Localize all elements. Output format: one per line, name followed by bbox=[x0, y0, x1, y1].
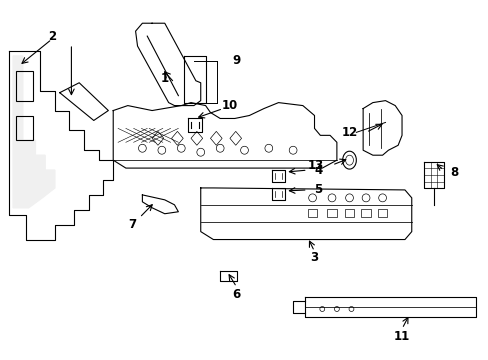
Text: 3: 3 bbox=[310, 251, 318, 264]
Bar bbox=[16, 116, 33, 140]
Text: 13: 13 bbox=[307, 159, 324, 172]
Bar bbox=[326, 209, 336, 217]
Text: 7: 7 bbox=[128, 218, 137, 231]
Text: 2: 2 bbox=[48, 30, 56, 42]
Text: 11: 11 bbox=[393, 330, 409, 343]
Text: 12: 12 bbox=[341, 126, 357, 139]
Text: 6: 6 bbox=[232, 288, 241, 301]
Text: 10: 10 bbox=[222, 99, 238, 112]
Text: 1: 1 bbox=[160, 72, 168, 85]
Bar bbox=[16, 71, 33, 100]
Text: 4: 4 bbox=[314, 163, 322, 176]
Bar bbox=[361, 209, 370, 217]
Text: 5: 5 bbox=[314, 184, 322, 197]
Bar bbox=[344, 209, 354, 217]
Text: 8: 8 bbox=[450, 166, 458, 179]
Polygon shape bbox=[13, 56, 55, 208]
Text: 9: 9 bbox=[232, 54, 241, 67]
Bar bbox=[377, 209, 386, 217]
Bar bbox=[307, 209, 317, 217]
